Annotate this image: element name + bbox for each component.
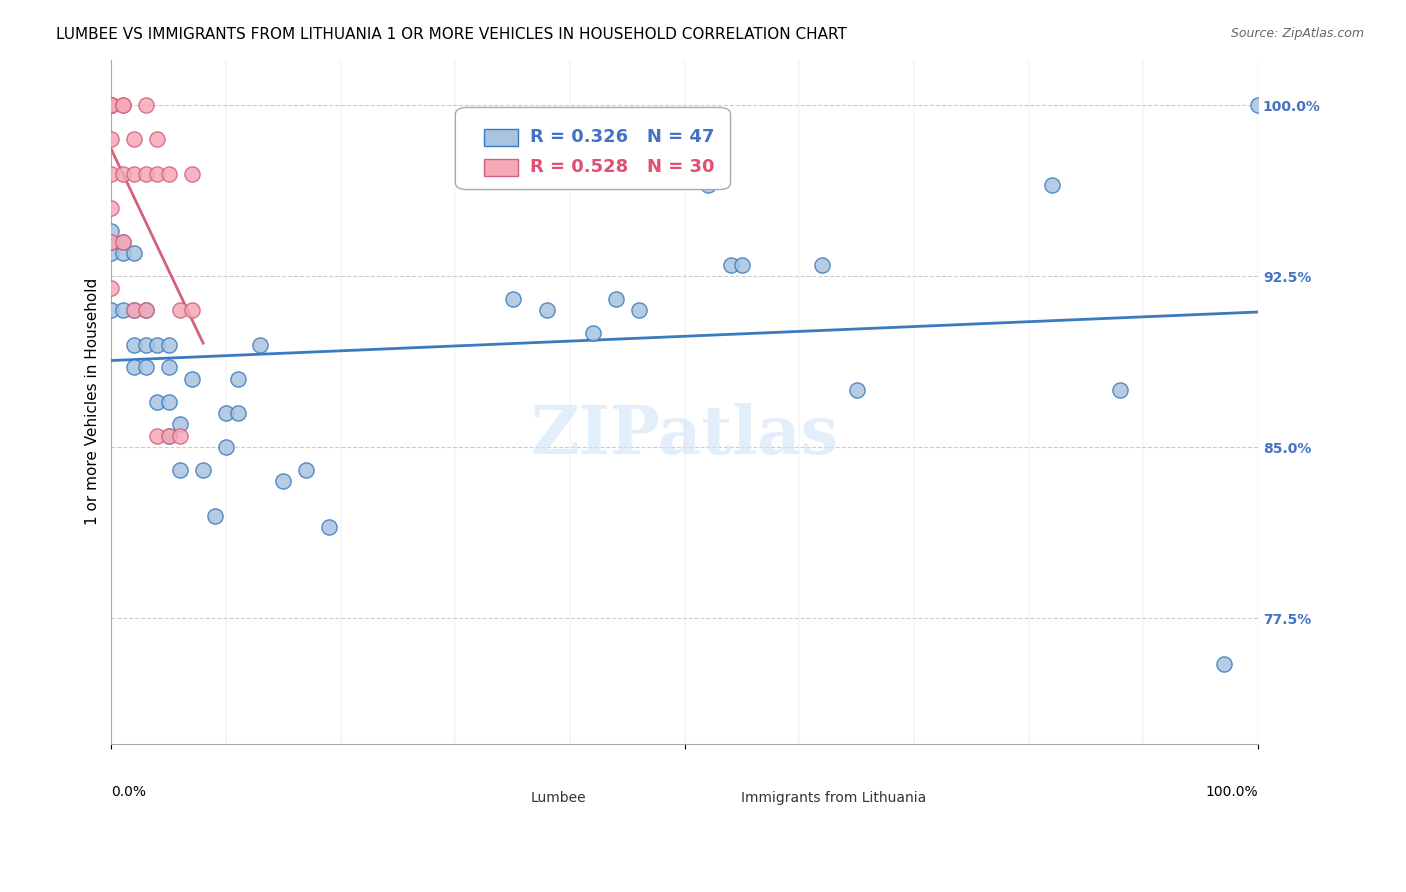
Immigrants from Lithuania <box>100 98 122 112</box>
Lumbee <box>845 383 868 397</box>
FancyBboxPatch shape <box>456 107 731 190</box>
Immigrants from Lithuania <box>124 167 146 181</box>
Immigrants from Lithuania <box>111 98 134 112</box>
Text: Source: ZipAtlas.com: Source: ZipAtlas.com <box>1230 27 1364 40</box>
Text: ZIPatlas: ZIPatlas <box>530 403 839 468</box>
Immigrants from Lithuania <box>100 201 122 215</box>
Y-axis label: 1 or more Vehicles in Household: 1 or more Vehicles in Household <box>86 278 100 525</box>
Lumbee <box>111 235 134 249</box>
Immigrants from Lithuania <box>169 429 191 443</box>
Lumbee <box>273 475 295 489</box>
Immigrants from Lithuania <box>100 132 122 146</box>
Immigrants from Lithuania <box>146 132 169 146</box>
Immigrants from Lithuania <box>100 98 122 112</box>
FancyBboxPatch shape <box>484 159 519 176</box>
Lumbee <box>180 372 202 386</box>
Immigrants from Lithuania <box>135 303 157 318</box>
Immigrants from Lithuania <box>169 303 191 318</box>
Lumbee <box>627 303 650 318</box>
Lumbee <box>582 326 605 341</box>
Lumbee <box>124 360 146 375</box>
Lumbee <box>169 417 191 432</box>
Lumbee <box>696 178 718 192</box>
Lumbee <box>191 463 214 477</box>
Immigrants from Lithuania <box>100 98 122 112</box>
Immigrants from Lithuania <box>180 167 202 181</box>
FancyBboxPatch shape <box>461 783 489 798</box>
Lumbee <box>111 246 134 260</box>
Lumbee <box>157 337 180 351</box>
Text: LUMBEE VS IMMIGRANTS FROM LITHUANIA 1 OR MORE VEHICLES IN HOUSEHOLD CORRELATION : LUMBEE VS IMMIGRANTS FROM LITHUANIA 1 OR… <box>56 27 846 42</box>
Immigrants from Lithuania <box>100 235 122 249</box>
Lumbee <box>157 394 180 409</box>
Immigrants from Lithuania <box>100 167 122 181</box>
Lumbee <box>720 258 742 272</box>
Text: 0.0%: 0.0% <box>111 785 146 798</box>
FancyBboxPatch shape <box>484 128 519 145</box>
Lumbee <box>100 246 122 260</box>
Lumbee <box>135 360 157 375</box>
Lumbee <box>157 360 180 375</box>
Lumbee <box>169 463 191 477</box>
Lumbee <box>226 372 249 386</box>
Lumbee <box>204 508 226 523</box>
Lumbee <box>215 406 238 420</box>
Immigrants from Lithuania <box>100 280 122 294</box>
Immigrants from Lithuania <box>100 98 122 112</box>
Immigrants from Lithuania <box>135 167 157 181</box>
Lumbee <box>111 303 134 318</box>
Immigrants from Lithuania <box>157 167 180 181</box>
Immigrants from Lithuania <box>135 98 157 112</box>
Immigrants from Lithuania <box>100 98 122 112</box>
Immigrants from Lithuania <box>111 235 134 249</box>
Immigrants from Lithuania <box>124 303 146 318</box>
Lumbee <box>135 303 157 318</box>
Lumbee <box>100 235 122 249</box>
Lumbee <box>1247 98 1270 112</box>
Text: 100.0%: 100.0% <box>1205 785 1258 798</box>
Lumbee <box>1212 657 1234 671</box>
Immigrants from Lithuania <box>111 98 134 112</box>
Immigrants from Lithuania <box>100 98 122 112</box>
Immigrants from Lithuania <box>146 429 169 443</box>
Lumbee <box>124 246 146 260</box>
Lumbee <box>731 258 754 272</box>
Lumbee <box>318 520 340 534</box>
Lumbee <box>226 406 249 420</box>
Immigrants from Lithuania <box>180 303 202 318</box>
Lumbee <box>605 292 627 306</box>
Text: Immigrants from Lithuania: Immigrants from Lithuania <box>741 791 927 805</box>
Lumbee <box>124 337 146 351</box>
Lumbee <box>502 292 524 306</box>
Immigrants from Lithuania <box>146 167 169 181</box>
Lumbee <box>100 224 122 238</box>
FancyBboxPatch shape <box>679 783 707 798</box>
Lumbee <box>135 337 157 351</box>
Lumbee <box>1040 178 1063 192</box>
Text: Lumbee: Lumbee <box>530 791 586 805</box>
Lumbee <box>157 429 180 443</box>
Lumbee <box>100 303 122 318</box>
Lumbee <box>295 463 318 477</box>
Lumbee <box>146 394 169 409</box>
Text: R = 0.528   N = 30: R = 0.528 N = 30 <box>530 158 714 176</box>
Lumbee <box>536 303 558 318</box>
Immigrants from Lithuania <box>124 132 146 146</box>
Text: R = 0.326   N = 47: R = 0.326 N = 47 <box>530 128 714 146</box>
Immigrants from Lithuania <box>157 429 180 443</box>
Lumbee <box>124 303 146 318</box>
Lumbee <box>811 258 834 272</box>
Lumbee <box>1109 383 1132 397</box>
Immigrants from Lithuania <box>111 167 134 181</box>
Lumbee <box>146 337 169 351</box>
Lumbee <box>215 440 238 454</box>
Lumbee <box>249 337 271 351</box>
